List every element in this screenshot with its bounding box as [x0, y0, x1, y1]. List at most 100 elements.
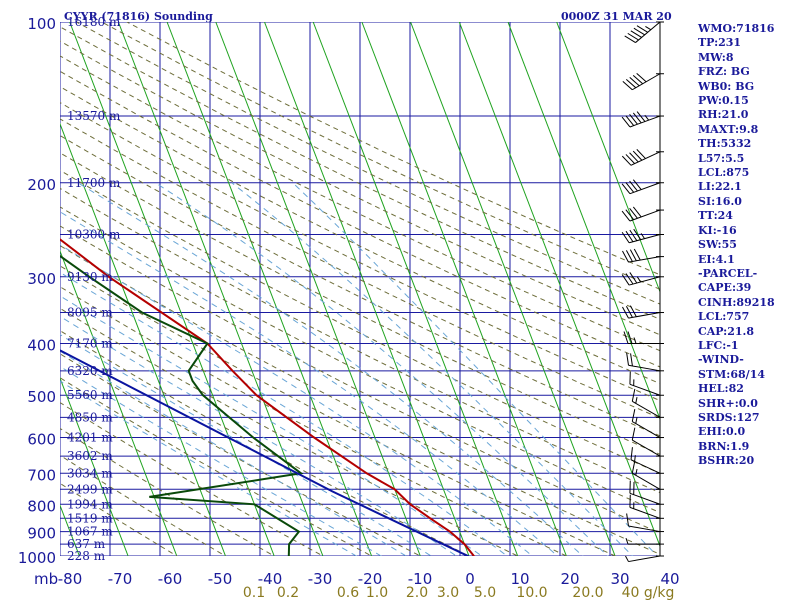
dry-adiabat [60, 169, 660, 474]
pressure-tick-label: 400 [27, 337, 56, 355]
temperature-tick-label: 20 [560, 570, 579, 588]
wind-barb-flag [633, 228, 642, 240]
pressure-tick-label: 1000 [18, 549, 56, 567]
wind-barb [626, 513, 664, 533]
height-label: 1519 m [67, 511, 113, 525]
pressure-tick-label: 900 [27, 525, 56, 543]
height-label: 1067 m [67, 525, 113, 539]
wind-barb-flag [627, 32, 639, 41]
height-label: 1994 m [67, 497, 113, 511]
height-label: 16180 m [67, 15, 121, 29]
temperature-tick-label: 30 [610, 570, 629, 588]
dry-adiabat [60, 353, 422, 556]
wind-barb-flag [621, 183, 631, 195]
dry-adiabat [60, 40, 660, 336]
wind-barb [622, 72, 664, 91]
temperature-tick-label: 0 [465, 570, 475, 588]
index-item: EHI:0.0 [698, 425, 746, 439]
wind-barb-flag [625, 306, 633, 318]
wind-shaft [628, 555, 661, 563]
isotherm-line [361, 22, 567, 556]
height-label: 7170 m [67, 337, 113, 351]
moist-adiabat [60, 295, 483, 556]
wind-shaft [628, 256, 661, 263]
wind-barb [621, 111, 664, 128]
isotherm-line [166, 22, 373, 556]
index-item: SW:55 [698, 238, 737, 252]
index-item: BSHR:20 [698, 454, 755, 468]
index-item: MW:8 [698, 50, 734, 64]
wind-barb-flag [625, 154, 635, 164]
wind-barb-flag [636, 25, 649, 33]
pressure-tick-label: 800 [27, 497, 56, 515]
dry-adiabat [60, 187, 660, 494]
wind-barb-flag [621, 116, 631, 128]
isotherm-line [215, 22, 421, 556]
index-item: CAPE:39 [698, 281, 752, 295]
mixing-ratio-label: 2.0 [406, 585, 428, 600]
isotherm-line [69, 22, 275, 556]
height-label: 637 m [67, 537, 106, 551]
wind-shaft [629, 182, 661, 195]
index-item: EI:4.1 [698, 252, 735, 266]
wind-barb-flag [621, 155, 632, 166]
moist-adiabat [60, 244, 534, 556]
wind-barb-flag [631, 388, 636, 402]
wind-barb [621, 149, 664, 166]
wind-shaft [632, 421, 661, 438]
height-label: 4850 m [67, 410, 113, 424]
height-label: 2499 m [67, 482, 113, 496]
dry-adiabat [60, 286, 568, 556]
wind-barb-flag [629, 229, 638, 241]
pressure-tick-label: 500 [27, 388, 56, 406]
isotherm-line [60, 122, 226, 556]
wind-barb-flag [630, 30, 642, 38]
index-item: PW:0.15 [698, 94, 749, 108]
index-item: BRN:1.9 [698, 439, 750, 453]
wind-shaft [628, 364, 661, 372]
isotherm-line [60, 376, 129, 556]
dry-adiabat [60, 245, 660, 555]
dewpoint-line [60, 254, 304, 556]
wind-barb-flag [622, 250, 629, 263]
height-label: 3034 m [67, 466, 113, 480]
temperature-tick-label: -10 [408, 570, 433, 588]
pressure-tick-label: 300 [27, 270, 56, 288]
index-item: -WIND- [698, 353, 744, 367]
dry-adiabat [60, 101, 660, 402]
wind-barb-flag [623, 331, 629, 344]
wind-barb-flag [622, 80, 633, 91]
index-item: LCL:875 [698, 166, 750, 180]
index-item: TP:231 [698, 36, 742, 50]
isotherm-line [264, 22, 470, 556]
index-item: WMO:71816 [698, 22, 775, 35]
index-item: CAP:21.8 [698, 324, 755, 338]
temperature-tick-label: -20 [358, 570, 383, 588]
wind-barb-flag [633, 248, 641, 261]
moist-adiabat [292, 182, 658, 556]
index-item: TT:24 [698, 209, 733, 223]
mixing-ratio-label: 0.1 [243, 585, 265, 600]
wind-barb [623, 331, 664, 345]
wind-barb-flag [625, 273, 634, 285]
wind-barb-flag [629, 114, 638, 125]
wind-barb-flag [636, 149, 646, 159]
dry-adiabat [60, 70, 660, 368]
wind-barb [622, 305, 664, 319]
wind-barb-flag [625, 250, 633, 262]
dry-adiabat [60, 55, 660, 352]
index-item: SHR+:0.0 [698, 396, 758, 410]
chart-title: CYYR (71816) Sounding [64, 10, 213, 23]
wind-barb-flag [621, 274, 630, 286]
wind-shaft [629, 506, 661, 519]
pressure-tick-label: 200 [27, 176, 56, 194]
wind-barb-flag [624, 35, 636, 43]
height-label: 228 m [67, 549, 106, 563]
wind-barb-flag [632, 179, 642, 190]
wind-barb [621, 272, 664, 286]
wind-barb-flag [629, 180, 638, 192]
wind-barb [622, 248, 664, 263]
wind-barb-flag [632, 112, 642, 124]
